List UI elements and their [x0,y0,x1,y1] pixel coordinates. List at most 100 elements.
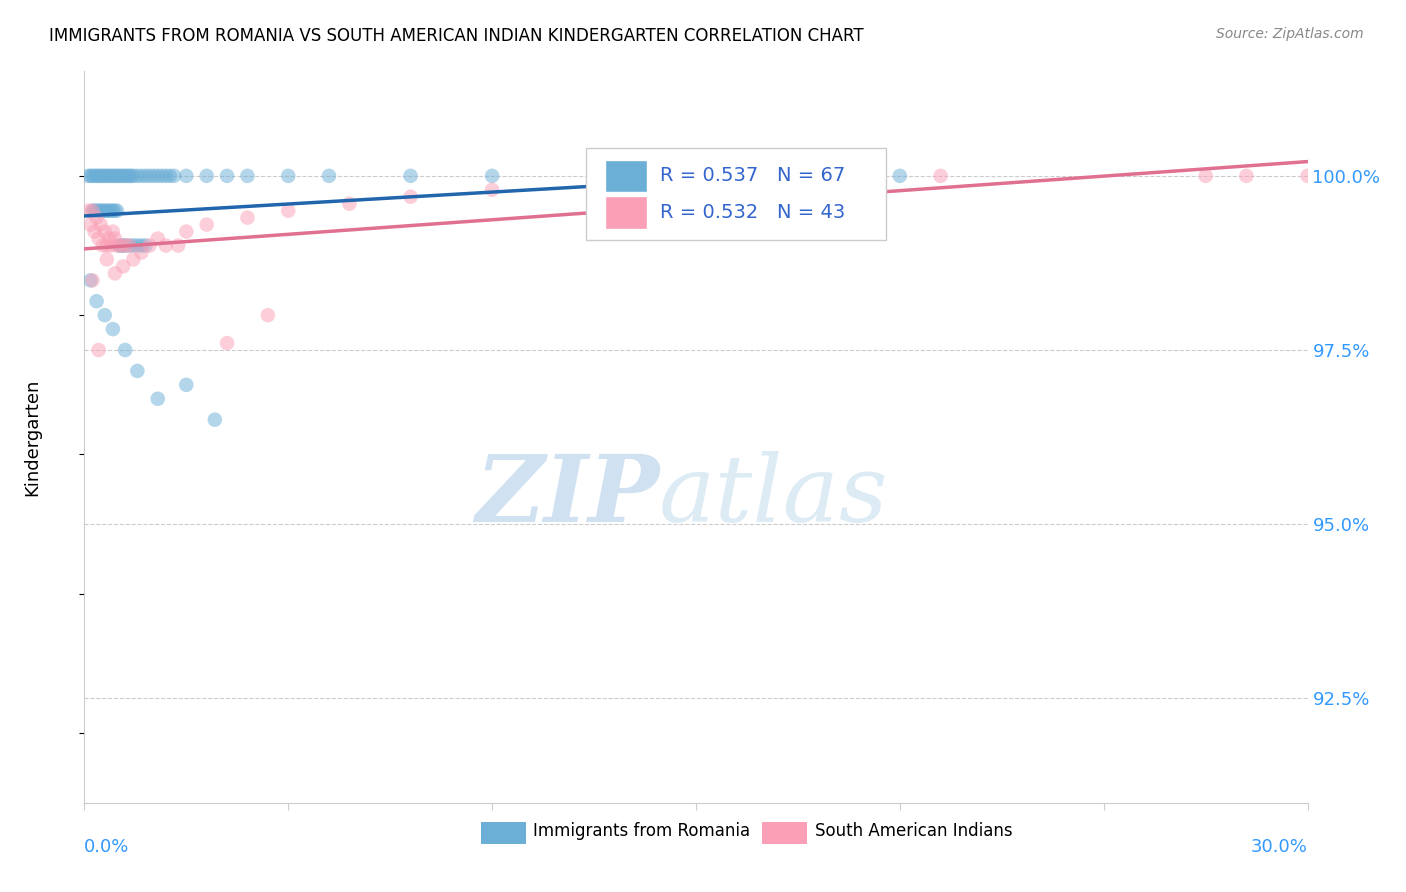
Point [82,203,104,218]
Point [1195,169,1218,183]
Point [83,169,105,183]
Text: 30.0%: 30.0% [1251,838,1308,855]
Point [174,225,197,239]
Point [174,377,197,392]
Point [399,169,422,183]
Point [204,412,226,426]
Point [100,169,122,183]
FancyBboxPatch shape [606,160,647,192]
FancyBboxPatch shape [481,822,526,844]
Point [339,196,361,211]
Point [114,238,136,252]
Point [87,203,110,218]
Point [90,203,112,218]
Point [277,169,299,183]
Point [195,218,218,232]
Point [101,203,124,218]
Point [150,169,173,183]
Point [217,336,239,351]
Point [159,169,181,183]
Point [79,169,101,183]
Point [1236,169,1258,183]
Point [115,169,138,183]
Point [86,294,108,309]
Point [86,211,108,225]
Point [146,169,169,183]
Point [318,169,340,183]
Point [114,343,136,357]
Point [82,273,104,287]
Point [93,169,115,183]
Point [118,238,141,252]
Point [96,252,118,267]
Point [120,169,142,183]
Point [236,169,259,183]
Text: 0.0%: 0.0% [84,838,129,855]
Point [87,169,110,183]
Point [108,169,131,183]
Point [138,238,160,252]
Point [122,169,145,183]
Point [104,231,127,245]
Text: Kindergarten: Kindergarten [24,378,42,496]
FancyBboxPatch shape [586,148,886,240]
Point [86,203,108,218]
Point [1296,169,1319,183]
Text: Source: ZipAtlas.com: Source: ZipAtlas.com [1216,27,1364,41]
Point [112,169,135,183]
Point [481,183,503,197]
Point [142,169,165,183]
Point [114,169,136,183]
Point [122,238,145,252]
Point [82,203,104,218]
FancyBboxPatch shape [606,196,647,228]
Point [96,169,118,183]
Text: R = 0.537   N = 67: R = 0.537 N = 67 [661,167,846,186]
Point [82,169,104,183]
Point [110,238,132,252]
Point [104,266,127,280]
Point [217,169,239,183]
Point [83,225,105,239]
Point [79,273,101,287]
Text: IMMIGRANTS FROM ROMANIA VS SOUTH AMERICAN INDIAN KINDERGARTEN CORRELATION CHART: IMMIGRANTS FROM ROMANIA VS SOUTH AMERICA… [49,27,863,45]
Point [146,231,169,245]
Point [131,169,153,183]
Text: Immigrants from Romania: Immigrants from Romania [533,822,751,839]
Point [131,245,153,260]
Point [104,203,127,218]
Point [101,322,124,336]
Point [101,225,124,239]
Point [135,169,157,183]
Point [93,203,115,218]
Point [603,169,626,183]
Text: atlas: atlas [659,450,889,541]
Point [481,169,503,183]
Point [146,392,169,406]
Point [100,203,122,218]
FancyBboxPatch shape [762,822,807,844]
Point [127,238,149,252]
Point [195,169,218,183]
Point [97,203,120,218]
Point [90,218,112,232]
Point [167,238,190,252]
Point [91,203,114,218]
Text: R = 0.532   N = 43: R = 0.532 N = 43 [661,203,846,222]
Point [114,238,136,252]
Point [257,308,280,322]
Point [105,169,128,183]
Point [112,260,135,274]
Point [97,169,120,183]
Point [105,238,128,252]
Point [79,218,101,232]
Point [105,203,128,218]
Point [86,169,108,183]
Point [93,308,115,322]
Point [112,238,135,252]
Point [127,364,149,378]
Point [104,169,127,183]
Point [135,238,157,252]
Point [118,238,141,252]
Point [766,169,789,183]
